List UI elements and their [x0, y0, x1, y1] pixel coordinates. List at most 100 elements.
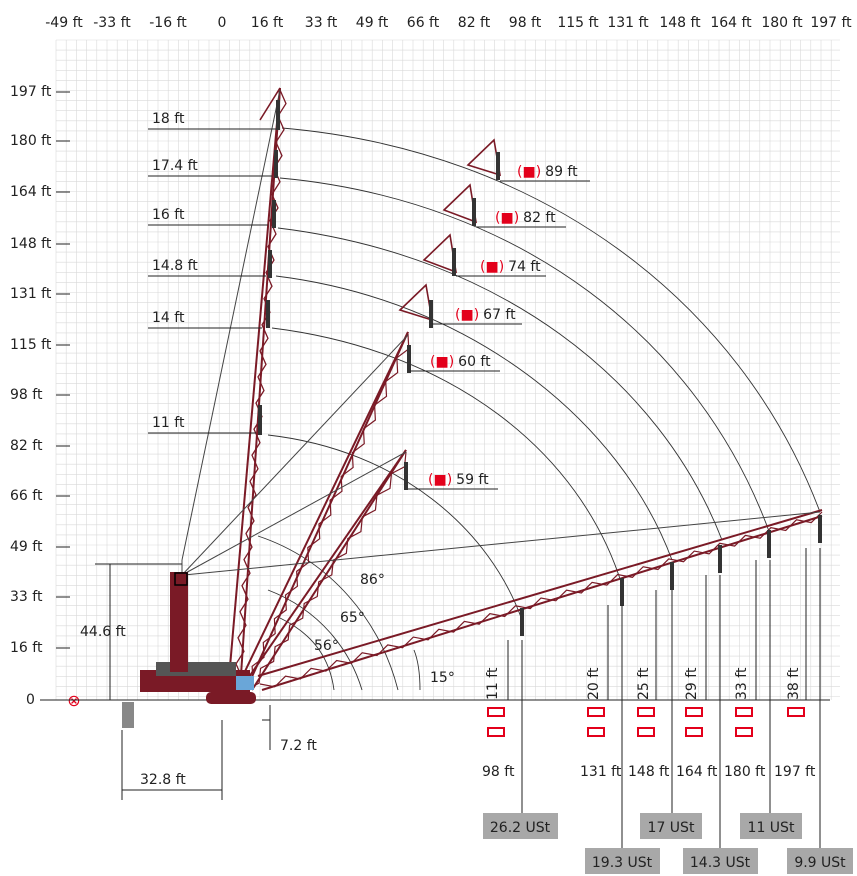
y-tick: 180 ft [10, 133, 52, 149]
main-boom [227, 87, 287, 691]
y-tick: 66 ft [10, 488, 43, 504]
boom-15 [257, 509, 823, 691]
radius: 180 ft [724, 764, 766, 780]
radius-label: 16 ft [148, 207, 268, 226]
x-tick: -49 ft [45, 15, 83, 31]
hook-height: 38 ft [786, 667, 802, 700]
jib-length-label: (■) 60 ft [410, 354, 500, 372]
jib [442, 183, 478, 224]
y-tick: 82 ft [10, 438, 43, 454]
x-tick: 148 ft [659, 15, 701, 31]
crane-body [122, 572, 256, 728]
radius-label: 14.8 ft [148, 258, 266, 277]
hook-height: 29 ft [684, 667, 700, 700]
jib-length-label: (■) 89 ft [500, 164, 590, 182]
capacity: 19.3 USt [592, 855, 653, 871]
capacity: 11 USt [748, 820, 795, 836]
svg-text:16 ft: 16 ft [152, 207, 185, 223]
angle-label: 65° [340, 610, 365, 626]
svg-text:18 ft: 18 ft [152, 111, 185, 127]
hook-height: 20 ft [586, 667, 602, 700]
boom-angles: 86° 65° 56° 15° [314, 572, 455, 686]
svg-text:(■)89 ft: (■) 89 ft [517, 164, 578, 180]
range-arc [267, 434, 523, 621]
tail-radius-dimension: 32.8 ft [140, 772, 186, 788]
boom-65 [235, 331, 410, 691]
angle-arc [413, 649, 421, 691]
angle-arc [279, 617, 335, 691]
radius-label: 18 ft [148, 111, 276, 130]
angle-label: 15° [430, 670, 455, 686]
radius-label: 11 ft [148, 415, 256, 434]
hook-height: 33 ft [734, 667, 750, 700]
hook-height: 25 ft [636, 667, 652, 700]
x-tick: 180 ft [761, 15, 803, 31]
x-tick: 0 [218, 15, 227, 31]
svg-text:(■)59 ft: (■) 59 ft [428, 472, 489, 488]
grid [55, 39, 840, 700]
capacity: 14.3 USt [690, 855, 751, 871]
dimensions [95, 563, 271, 800]
range-arc [271, 327, 623, 586]
range-arc [279, 177, 771, 535]
radius-label: 14 ft [148, 310, 262, 329]
angle-arc [267, 589, 363, 691]
angle-label: 56° [314, 638, 339, 654]
counterweight-icon [735, 707, 753, 737]
y-tick: 33 ft [10, 589, 43, 605]
x-tick: 164 ft [710, 15, 752, 31]
offset-dimension: 7.2 ft [280, 738, 317, 754]
x-tick: -33 ft [93, 15, 131, 31]
capacity: 26.2 USt [490, 820, 551, 836]
counterweight-icon [637, 707, 655, 737]
x-tick: 115 ft [557, 15, 599, 31]
range-arcs [257, 127, 821, 691]
radius: 98 ft [482, 764, 515, 780]
y-tick: 131 ft [10, 286, 52, 302]
x-tick: 66 ft [407, 15, 440, 31]
jib-length-label: (■) 67 ft [432, 307, 522, 325]
hook-height: 11 ft [485, 667, 501, 700]
y-tick: 148 ft [10, 236, 52, 252]
counterweight-icon [685, 707, 703, 737]
range-arc [281, 127, 821, 513]
svg-text:14 ft: 14 ft [152, 310, 185, 326]
svg-text:(■)60 ft: (■) 60 ft [430, 354, 491, 370]
x-tick: -16 ft [149, 15, 187, 31]
jib [422, 233, 458, 274]
hook-height-lines [507, 548, 821, 850]
x-tick: 197 ft [810, 15, 852, 31]
height-dimension: 44.6 ft [80, 624, 126, 640]
counterweight-icon [487, 707, 505, 737]
radius-label: 17.4 ft [148, 158, 272, 177]
svg-text:11 ft: 11 ft [152, 415, 185, 431]
hook-heights: 11 ft 20 ft 25 ft 29 ft 33 ft 38 ft [485, 667, 802, 700]
counterweight-icons [487, 707, 805, 737]
pendant-lines [181, 89, 821, 690]
y-tick: 115 ft [10, 337, 52, 353]
radius: 164 ft [676, 764, 718, 780]
svg-text:(■)82 ft: (■) 82 ft [495, 210, 556, 226]
x-tick: 16 ft [251, 15, 284, 31]
y-tick: 98 ft [10, 387, 43, 403]
x-axis-ticks: -49 ft -33 ft -16 ft 0 16 ft 33 ft 49 ft… [45, 15, 852, 31]
y-tick: 16 ft [10, 640, 43, 656]
capacity: 17 USt [648, 820, 695, 836]
jib-length-label: (■) 82 ft [476, 210, 566, 228]
jib-length-label: (■) 74 ft [456, 259, 546, 277]
radii: 98 ft 131 ft 148 ft 164 ft 180 ft 197 ft [482, 764, 816, 780]
main-boom-radii: 18 ft 17.4 ft 16 ft 14.8 ft 14 ft 11 ft [148, 111, 276, 434]
radius: 131 ft [580, 764, 622, 780]
capacities: 26.2 USt 19.3 USt 17 USt 14.3 USt 11 USt… [483, 813, 853, 874]
y-axis-ticks: 197 ft 180 ft 164 ft 148 ft 131 ft 115 f… [10, 84, 52, 708]
x-tick: 33 ft [305, 15, 338, 31]
x-tick: 98 ft [509, 15, 542, 31]
y-tick: 164 ft [10, 184, 52, 200]
capacity: 9.9 USt [794, 855, 846, 871]
svg-text:14.8 ft: 14.8 ft [152, 258, 198, 274]
range-arc [277, 227, 723, 541]
boom-56 [239, 449, 407, 691]
svg-text:(■)67 ft: (■) 67 ft [455, 307, 516, 323]
radius: 148 ft [628, 764, 670, 780]
